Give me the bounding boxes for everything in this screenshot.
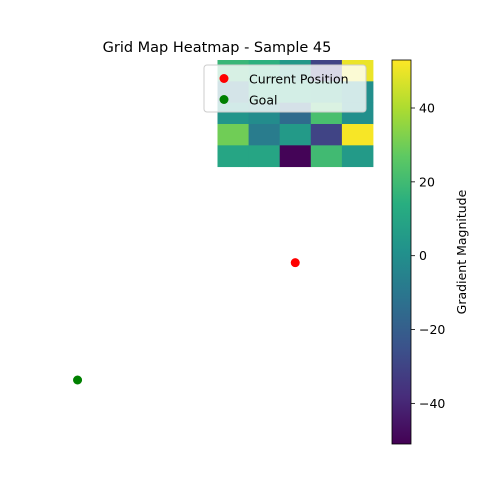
heatmap-cell-r4-c1 — [248, 145, 281, 168]
legend: Current Position Goal — [203, 64, 367, 113]
heatmap-cell-r4-c0 — [217, 145, 249, 168]
heatmap-cell-r3-c1 — [248, 124, 281, 146]
marker-goal — [73, 375, 83, 385]
heatmap-cell-r4-c2 — [279, 145, 312, 168]
colorbar-tick-label: −20 — [419, 322, 445, 337]
heatmap-cell-r4-c4 — [341, 145, 374, 168]
heatmap-cell-r3-c4 — [341, 124, 374, 146]
heatmap-cell-r3-c2 — [279, 124, 312, 146]
colorbar: −40 −20 0 20 40 Gradient Magnitude — [391, 59, 469, 445]
marker-current-position — [290, 258, 300, 268]
colorbar-tick-label: 20 — [419, 174, 435, 189]
colorbar-tick-label: 0 — [419, 248, 427, 263]
heatmap-cell-r3-c3 — [310, 124, 343, 146]
legend-marker-goal — [219, 95, 229, 104]
chart-title: Grid Map Heatmap - Sample 45 — [103, 40, 332, 56]
legend-marker-current-position — [219, 74, 229, 83]
marker-layer — [73, 258, 300, 385]
heatmap-cell-r4-c3 — [310, 145, 343, 168]
colorbar-tick-label: 40 — [419, 101, 435, 116]
heatmap-cell-r3-c0 — [217, 124, 249, 146]
colorbar-tick-label: −40 — [419, 396, 445, 411]
colorbar-ticks: −40 −20 0 20 40 — [411, 101, 445, 411]
colorbar-label: Gradient Magnitude — [454, 189, 469, 314]
legend-label-current-position: Current Position — [249, 72, 349, 87]
legend-box — [203, 64, 367, 113]
legend-label-goal: Goal — [249, 93, 277, 108]
colorbar-gradient — [391, 59, 412, 445]
